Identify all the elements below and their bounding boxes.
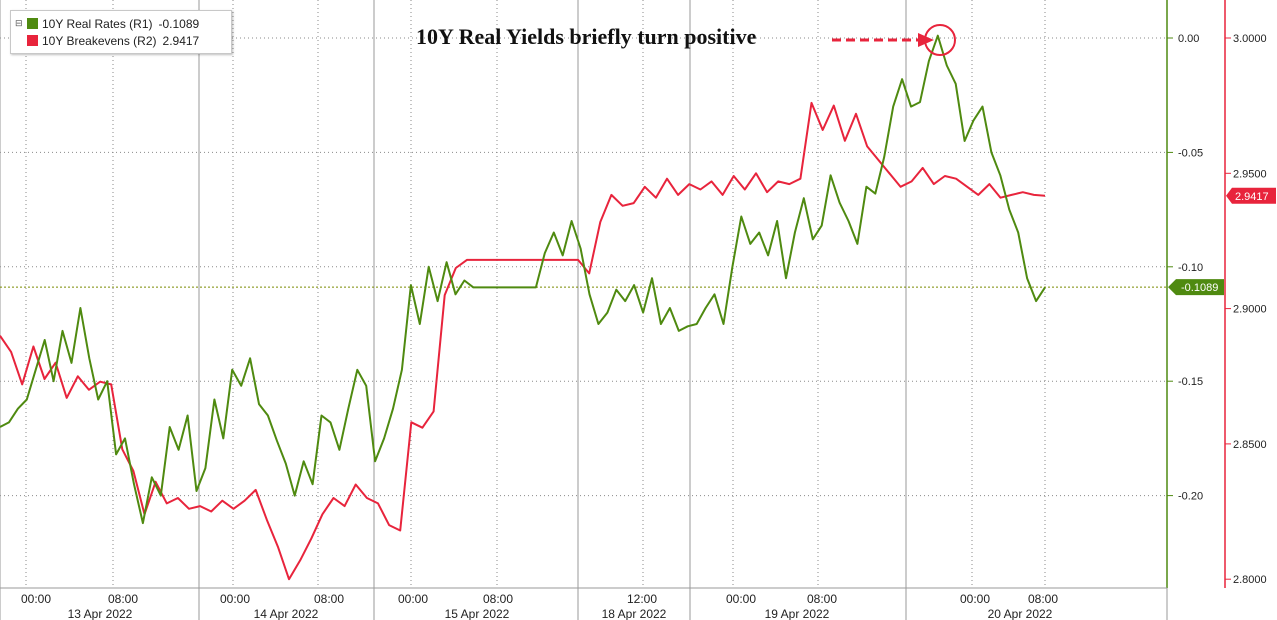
- x-axis-tick-label: 08:00: [314, 592, 344, 606]
- right-axis-tick-label: 3.0000: [1233, 33, 1267, 45]
- x-axis-tick-label: 08:00: [807, 592, 837, 606]
- last-value-label-breakevens: 2.9417: [1235, 191, 1269, 203]
- left-axis-tick-label: -0.10: [1178, 262, 1203, 274]
- left-axis-tick-label: -0.20: [1178, 491, 1203, 503]
- legend-value: 2.9417: [162, 33, 200, 48]
- legend-label: 10Y Breakevens (R2): [42, 33, 157, 48]
- legend-swatch-green: [27, 18, 38, 29]
- x-axis-tick-label: 08:00: [108, 592, 138, 606]
- legend-swatch-red: [27, 35, 38, 46]
- series-line-breakevens: [0, 101, 1046, 581]
- left-axis-tick-label: -0.15: [1178, 376, 1203, 388]
- annotation-highlight-circle: [924, 24, 956, 56]
- x-axis-tick-label: 08:00: [483, 592, 513, 606]
- x-axis-tick-label: 00:00: [960, 592, 990, 606]
- right-axis-tick-label: 2.9000: [1233, 304, 1267, 316]
- legend-item-real-rates[interactable]: ⊟ 10Y Real Rates (R1) -0.1089: [15, 15, 225, 32]
- x-axis-tick-label: 12:00: [627, 592, 657, 606]
- x-axis-day-label: 14 Apr 2022: [254, 607, 319, 620]
- right-axis-tick-label: 2.8000: [1233, 574, 1267, 586]
- right-axis-tick-label: 2.9500: [1233, 168, 1267, 180]
- chart-legend: ⊟ 10Y Real Rates (R1) -0.1089 10Y Breake…: [10, 10, 232, 54]
- x-axis-day-label: 19 Apr 2022: [765, 607, 830, 620]
- series-lines: [0, 34, 1046, 581]
- legend-item-breakevens[interactable]: 10Y Breakevens (R2) 2.9417: [15, 32, 225, 49]
- legend-value: -0.1089: [158, 16, 200, 31]
- x-axis-tick-label: 00:00: [398, 592, 428, 606]
- x-axis-day-label: 15 Apr 2022: [445, 607, 510, 620]
- x-axis-tick-label: 00:00: [220, 592, 250, 606]
- chart-annotation: 10Y Real Yields briefly turn positive: [416, 24, 757, 49]
- x-axis-tick-label: 00:00: [21, 592, 51, 606]
- collapse-toggle-icon[interactable]: ⊟: [15, 18, 23, 28]
- series-line-real-rates: [0, 34, 1046, 525]
- last-value-tag-breakevens: [1226, 187, 1276, 204]
- x-axis-day-label: 13 Apr 2022: [68, 607, 133, 620]
- last-value-label-real-rates: -0.1089: [1181, 282, 1218, 294]
- right-axis-tick-label: 2.8500: [1233, 439, 1267, 451]
- left-axis-tick-label: 0.00: [1178, 33, 1199, 45]
- last-value-tag-real-rates: [1168, 279, 1224, 296]
- x-axis-day-label: 18 Apr 2022: [602, 607, 667, 620]
- annotation-callout: [832, 24, 956, 56]
- left-axis-tick-label: -0.05: [1178, 147, 1203, 159]
- x-axis-tick-label: 08:00: [1028, 592, 1058, 606]
- x-axis-day-label: 20 Apr 2022: [988, 607, 1053, 620]
- x-axis-tick-label: 00:00: [726, 592, 756, 606]
- grid-lines: [0, 0, 1168, 620]
- legend-label: 10Y Real Rates (R1): [42, 16, 153, 31]
